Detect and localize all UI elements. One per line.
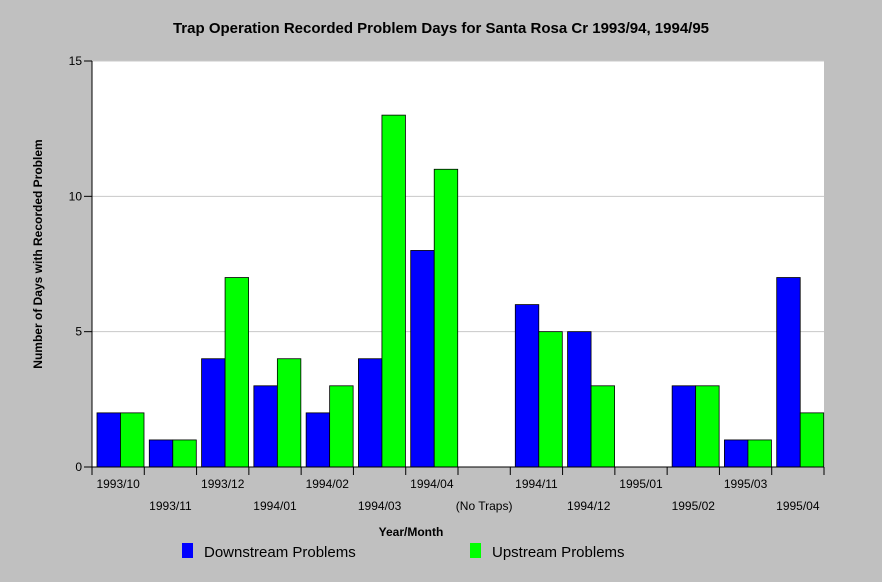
- y-tick-label-3: 15: [69, 54, 83, 68]
- bar-upstream-4: [329, 385, 354, 468]
- bar-downstream-2: [201, 358, 226, 468]
- x-tick-label-9: 1994/12: [567, 499, 611, 513]
- bar-downstream-12: [724, 439, 749, 468]
- bar-upstream-0: [120, 412, 145, 468]
- x-tick-label-11: 1995/02: [672, 499, 716, 513]
- bar-upstream-3: [276, 358, 302, 468]
- bar-upstream-1: [172, 439, 197, 468]
- bar-upstream-2: [224, 277, 249, 468]
- bar-downstream-6: [410, 250, 435, 468]
- bar-upstream-11: [695, 385, 720, 468]
- x-tick-label-5: 1994/03: [358, 499, 402, 513]
- x-tick-label-4: 1994/02: [306, 477, 350, 491]
- bar-downstream-8: [514, 304, 540, 468]
- bar-downstream-11: [671, 385, 697, 468]
- x-tick-label-7: (No Traps): [456, 499, 513, 513]
- legend-swatch-1: [470, 543, 481, 558]
- bar-downstream-5: [358, 358, 383, 468]
- x-tick-label-6: 1994/04: [410, 477, 454, 491]
- y-tick-label-0: 0: [75, 460, 82, 474]
- bar-upstream-6: [433, 168, 459, 468]
- legend: Downstream Problems Upstream Problems: [182, 543, 625, 561]
- y-tick-label-1: 5: [75, 325, 82, 339]
- y-tick-labels: 0 5 10 15: [69, 54, 83, 474]
- x-axis-title: Year/Month: [379, 525, 444, 539]
- x-tick-labels: 1993/10 1993/11 1993/12 1994/01 1994/02 1994/…: [96, 477, 819, 513]
- x-tick-label-1: 1993/11: [149, 499, 192, 513]
- x-tick-label-13: 1995/04: [776, 499, 820, 513]
- y-axis-title: Number of Days with Recorded Problem: [31, 139, 45, 368]
- bar-downstream-13: [776, 277, 801, 468]
- bar-downstream-1: [148, 439, 174, 468]
- axes: [84, 60, 825, 475]
- bars: [96, 114, 825, 468]
- x-tick-label-2: 1993/12: [201, 477, 245, 491]
- legend-label-1: Upstream Problems: [492, 544, 625, 561]
- y-tick-label-2: 10: [69, 189, 83, 203]
- x-tick-label-10: 1995/01: [619, 477, 663, 491]
- bar-downstream-0: [96, 412, 121, 468]
- x-tick-label-0: 1993/10: [96, 477, 140, 491]
- bar-upstream-12: [747, 439, 772, 468]
- x-tick-label-8: 1994/11: [515, 477, 558, 491]
- bar-upstream-5: [381, 114, 406, 468]
- bar-downstream-3: [253, 385, 278, 468]
- chart-title: Trap Operation Recorded Problem Days for…: [173, 20, 709, 37]
- x-tick-label-3: 1994/01: [253, 499, 297, 513]
- x-tick-label-12: 1995/03: [724, 477, 768, 491]
- bar-upstream-9: [590, 385, 615, 468]
- bar-downstream-9: [567, 331, 592, 468]
- bar-upstream-8: [538, 331, 563, 468]
- legend-label-0: Downstream Problems: [204, 544, 356, 561]
- legend-swatch-0: [182, 543, 193, 558]
- bar-downstream-4: [305, 412, 331, 468]
- bar-upstream-13: [799, 412, 825, 468]
